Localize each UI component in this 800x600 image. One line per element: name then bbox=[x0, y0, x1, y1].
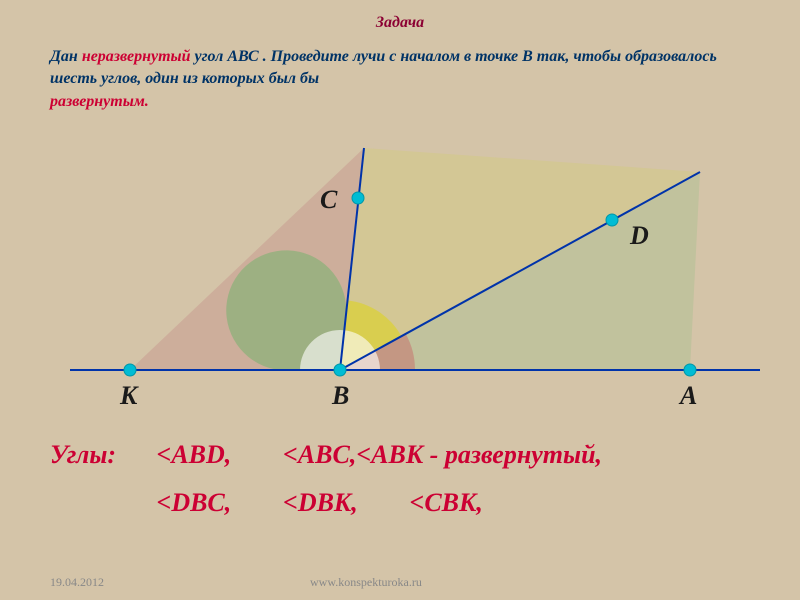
svg-text:B: B bbox=[331, 381, 349, 410]
answers-row-1: Углы: <ABD, <ABC,<ABK - развернутый, bbox=[50, 440, 780, 470]
problem-p1: Дан bbox=[50, 48, 82, 65]
answers-label: Углы: bbox=[50, 440, 150, 470]
answers-row-2: <DBC, <DBK, <CBK, bbox=[50, 488, 780, 518]
angle-abc: <ABC, bbox=[283, 440, 356, 470]
problem-red1: неразвернутый bbox=[82, 48, 191, 65]
svg-text:D: D bbox=[629, 221, 649, 250]
angle-dbc: <DBC, bbox=[157, 488, 277, 518]
angle-abd: <ABD, bbox=[157, 440, 277, 470]
page-title: Задача bbox=[0, 0, 800, 32]
diagram-svg: K B A C D bbox=[0, 130, 800, 430]
svg-text:K: K bbox=[119, 381, 139, 410]
geometry-diagram: K B A C D bbox=[0, 130, 800, 430]
problem-red2: развернутым. bbox=[50, 93, 149, 110]
angle-abk: <ABK - развернутый, bbox=[356, 440, 602, 470]
footer-date: 19.04.2012 bbox=[50, 575, 104, 590]
svg-text:A: A bbox=[678, 381, 697, 410]
angle-dbk: <DBK, bbox=[283, 488, 403, 518]
problem-text: Дан неразвернутый угол АВС . Проведите л… bbox=[0, 32, 800, 113]
footer-url: www.konspekturoka.ru bbox=[310, 575, 422, 590]
angle-cbk: <CBK, bbox=[410, 488, 483, 518]
svg-text:C: C bbox=[320, 185, 338, 214]
answers-block: Углы: <ABD, <ABC,<ABK - развернутый, <DB… bbox=[50, 440, 780, 536]
